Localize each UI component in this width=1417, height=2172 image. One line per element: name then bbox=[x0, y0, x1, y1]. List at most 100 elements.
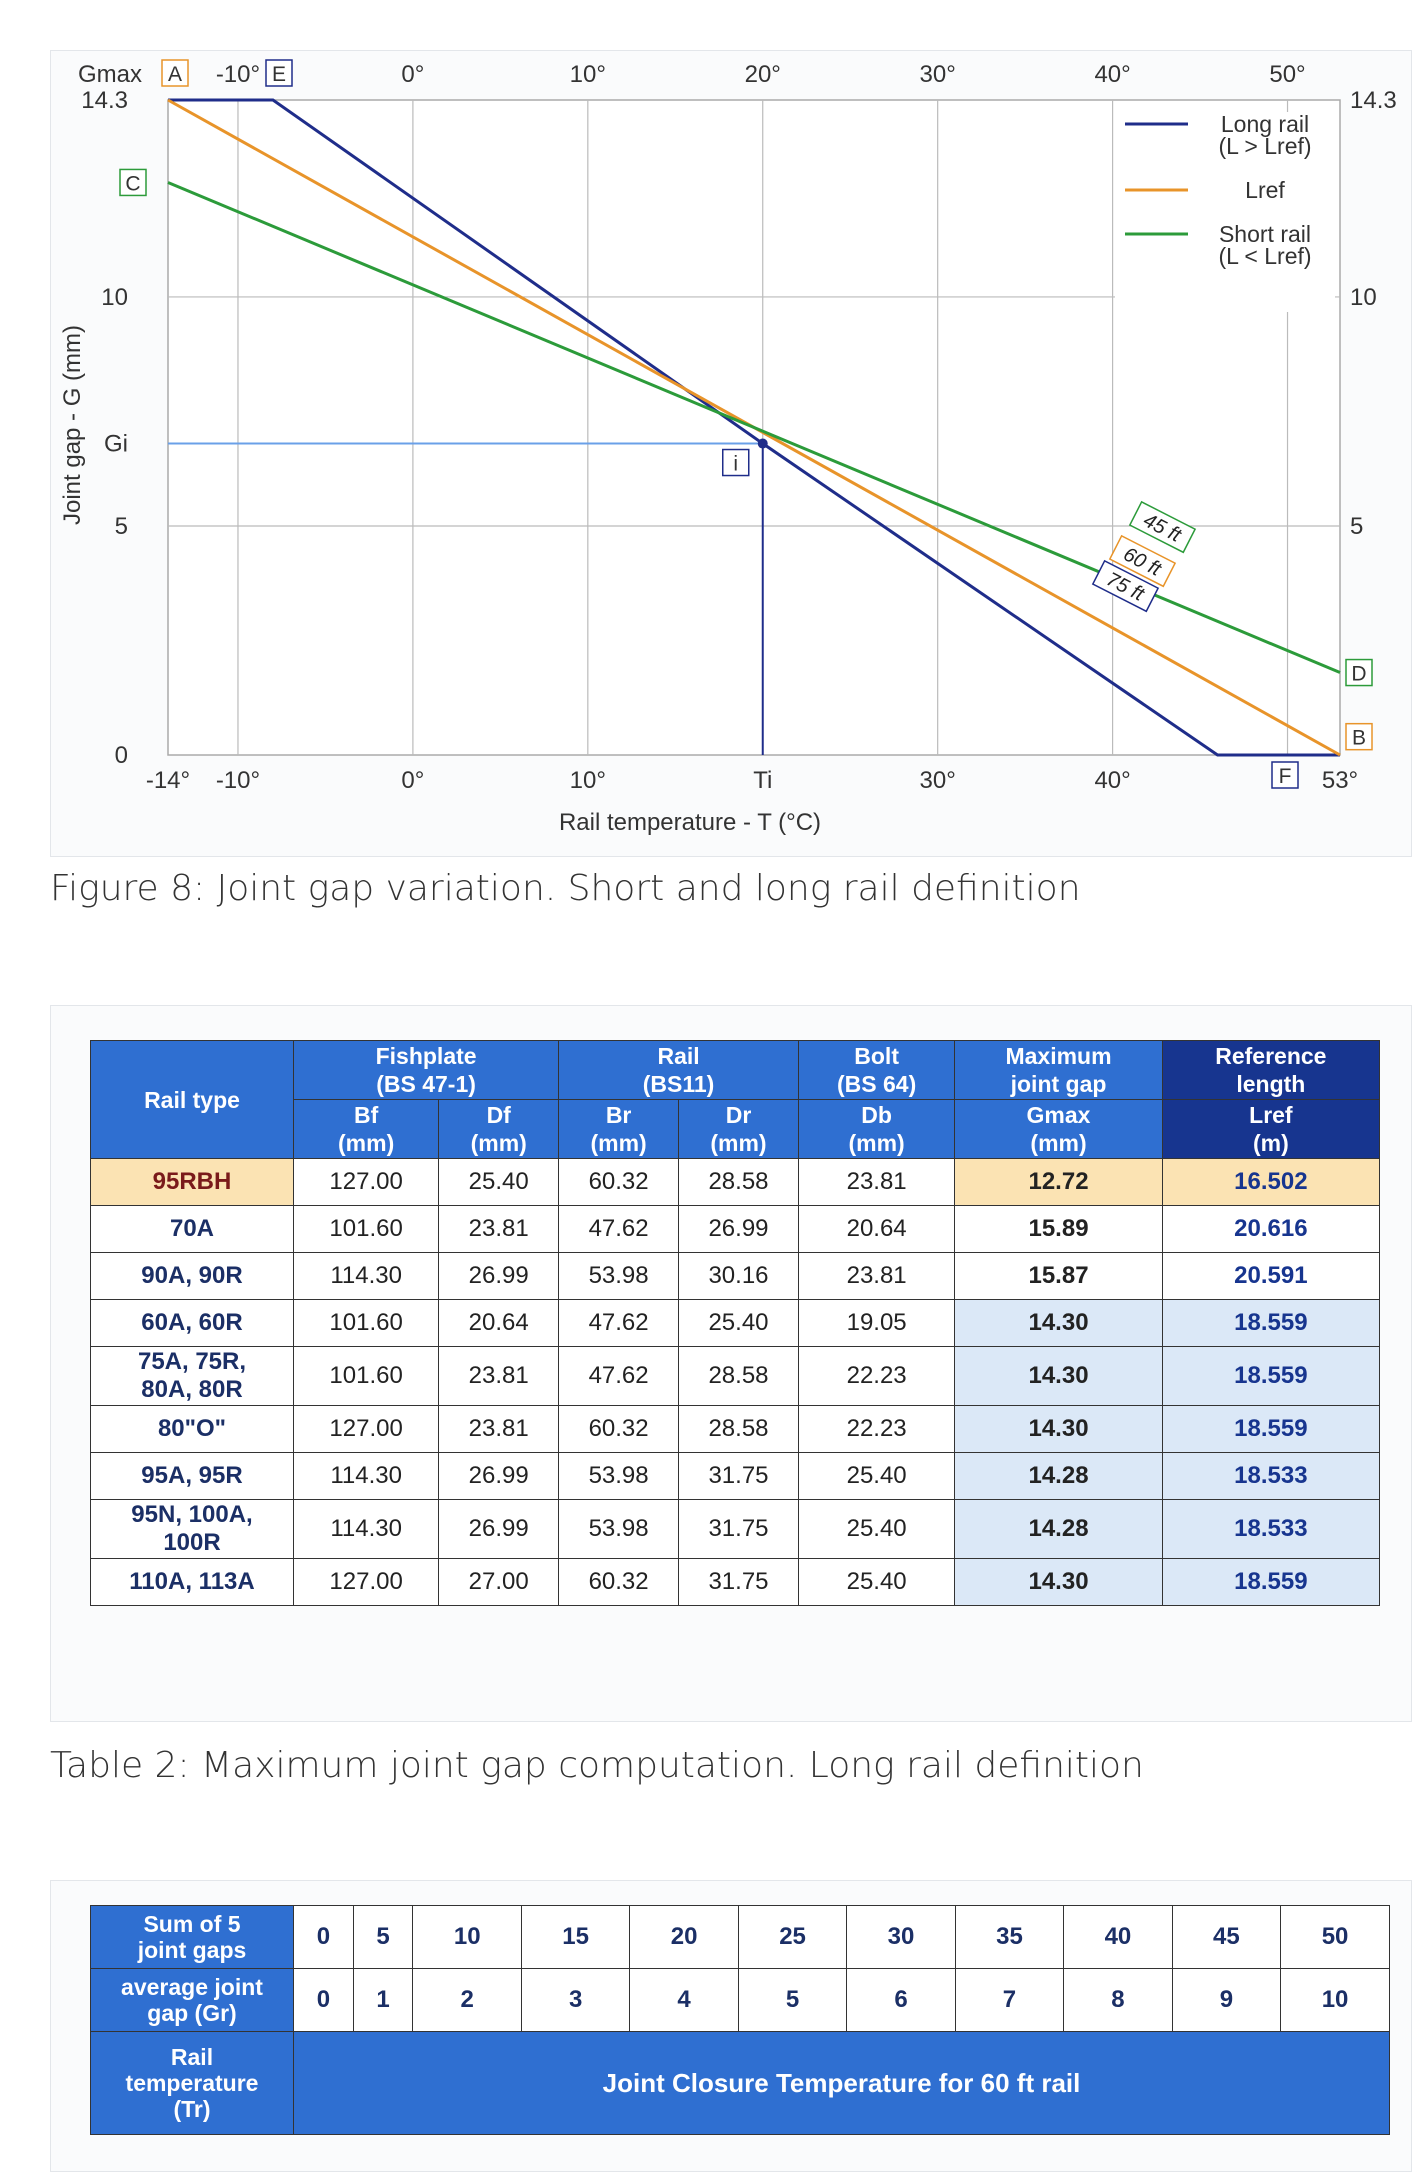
tick-label-bottom: 0° bbox=[401, 767, 424, 794]
y-axis-title: Joint gap - G (mm) bbox=[59, 325, 86, 525]
sum-value: 40 bbox=[1063, 1905, 1173, 1969]
cell-bf: 101.60 bbox=[292, 1205, 440, 1253]
table-row: 95N, 100A, 100R 114.30 26.99 53.98 31.75 25.40… bbox=[90, 1499, 1381, 1559]
cell-type: 75A, 75R, 80A, 80R bbox=[90, 1346, 294, 1406]
avg-value: 1 bbox=[352, 1968, 414, 2032]
header-gmax: Gmax (mm) bbox=[954, 1099, 1163, 1159]
cell-lref: 18.533 bbox=[1161, 1452, 1381, 1500]
cell-lref: 18.559 bbox=[1161, 1346, 1381, 1406]
point-label-e: E bbox=[272, 63, 286, 86]
table-row: 80"O" 127.00 23.81 60.32 28.58 22.23 14.30 18.5… bbox=[90, 1405, 1381, 1453]
cell-type: 95RBH bbox=[90, 1158, 294, 1206]
tick-label-left: 10 bbox=[101, 284, 128, 311]
cell-br: 47.62 bbox=[558, 1205, 680, 1253]
cell-bf: 127.00 bbox=[292, 1405, 440, 1453]
cell-gmax: 14.30 bbox=[954, 1558, 1163, 1606]
tick-label-left: 5 bbox=[115, 513, 128, 540]
joint-closure-table: Sum of 5 joint gaps 0 5 10 15 20 25 30 35 40 45 50 a… bbox=[90, 1905, 1390, 2135]
intersection-point bbox=[757, 438, 768, 449]
avg-value: 0 bbox=[293, 1968, 354, 2032]
sum-value: 50 bbox=[1280, 1905, 1390, 1969]
cell-type: 95N, 100A, 100R bbox=[90, 1499, 294, 1559]
cell-lref: 20.616 bbox=[1161, 1205, 1381, 1253]
cell-br: 53.98 bbox=[558, 1499, 680, 1559]
cell-dr: 31.75 bbox=[678, 1499, 799, 1559]
header-dr: Dr (mm) bbox=[678, 1099, 799, 1159]
point-label-i-box bbox=[721, 448, 750, 477]
legend-label: (L > Lref) bbox=[1218, 133, 1311, 159]
table-row: 95A, 95R 114.30 26.99 53.98 31.75 25.40 14.28 1… bbox=[90, 1452, 1381, 1500]
tick-label-bottom: -14° bbox=[146, 767, 190, 794]
joint-gap-chart: -10° 0° 10° 20° 30° 40° 50° -14° -10° 0° 10° Ti 30° 4… bbox=[59, 59, 1397, 836]
cell-df: 20.64 bbox=[438, 1299, 560, 1347]
legend-label: Long rail bbox=[1221, 111, 1309, 137]
sum-value: 20 bbox=[629, 1905, 739, 1969]
cell-db: 23.81 bbox=[797, 1158, 956, 1206]
legend-label: Lref bbox=[1245, 177, 1285, 203]
sum-value: 5 bbox=[352, 1905, 414, 1969]
header-rail-type: Rail type bbox=[90, 1040, 294, 1159]
cell-dr: 28.58 bbox=[678, 1405, 799, 1453]
cell-dr: 31.75 bbox=[678, 1558, 799, 1606]
cell-br: 60.32 bbox=[558, 1158, 680, 1206]
point-label-b: B bbox=[1352, 727, 1366, 750]
avg-value: 5 bbox=[737, 1968, 848, 2032]
max-joint-gap-table: Rail type Fishplate (BS 47-1) Rail (BS11) … bbox=[90, 1040, 1381, 1606]
table-caption: Table 2: Maximum joint gap computation. … bbox=[50, 1745, 1144, 1786]
sum-value: 0 bbox=[293, 1905, 354, 1969]
cell-bf: 127.00 bbox=[292, 1158, 440, 1206]
length-tag-box bbox=[1128, 500, 1197, 554]
point-label-f-box bbox=[1271, 761, 1299, 789]
header-ref-length: Reference length bbox=[1161, 1040, 1381, 1100]
sum-value: 35 bbox=[954, 1905, 1065, 1969]
cell-df: 27.00 bbox=[438, 1558, 560, 1606]
header-db: Db (mm) bbox=[797, 1099, 956, 1159]
cell-gmax: 15.87 bbox=[954, 1252, 1163, 1300]
sum-value: 30 bbox=[846, 1905, 956, 1969]
avg-value: 9 bbox=[1171, 1968, 1282, 2032]
point-label-c-box bbox=[119, 168, 147, 197]
tick-label-top: 40° bbox=[1094, 61, 1130, 88]
cell-db: 22.23 bbox=[797, 1346, 956, 1406]
x-axis-title: Rail temperature - T (°C) bbox=[559, 809, 821, 836]
cell-dr: 31.75 bbox=[678, 1452, 799, 1500]
cell-df: 26.99 bbox=[438, 1499, 560, 1559]
tick-label-right: 10 bbox=[1350, 284, 1377, 311]
point-label-c: C bbox=[125, 172, 140, 195]
header-rail: Rail (BS11) bbox=[558, 1040, 799, 1100]
cell-gmax: 15.89 bbox=[954, 1205, 1163, 1253]
tick-label-bottom: -10° bbox=[216, 767, 260, 794]
table-row: 75A, 75R, 80A, 80R 101.60 23.81 47.62 28.58 22… bbox=[90, 1346, 1381, 1406]
point-label-a-box bbox=[161, 59, 189, 87]
tick-label-right: 5 bbox=[1350, 513, 1363, 540]
cell-bf: 114.30 bbox=[292, 1499, 440, 1559]
cell-db: 25.40 bbox=[797, 1499, 956, 1559]
tick-label-top: -10° bbox=[216, 61, 260, 88]
cell-type: 90A, 90R bbox=[90, 1252, 294, 1300]
avg-value: 3 bbox=[520, 1968, 631, 2032]
tick-label-bottom: Ti bbox=[753, 767, 772, 794]
cell-br: 53.98 bbox=[558, 1452, 680, 1500]
cell-df: 25.40 bbox=[438, 1158, 560, 1206]
figure-caption: Figure 8: Joint gap variation. Short and… bbox=[50, 868, 1081, 909]
cell-bf: 114.30 bbox=[292, 1252, 440, 1300]
tick-label-top: 50° bbox=[1269, 61, 1305, 88]
cell-lref: 18.559 bbox=[1161, 1558, 1381, 1606]
cell-br: 53.98 bbox=[558, 1252, 680, 1300]
point-label-d-box bbox=[1345, 658, 1373, 687]
sum-gaps-label: Sum of 5 joint gaps bbox=[90, 1905, 294, 1969]
legend-box bbox=[1115, 112, 1335, 312]
avg-gap-label: average joint gap (Gr) bbox=[90, 1968, 294, 2032]
tick-label-bottom: 53° bbox=[1322, 767, 1358, 794]
cell-df: 23.81 bbox=[438, 1346, 560, 1406]
gmax-label: Gmax bbox=[78, 61, 142, 88]
table-row: 90A, 90R 114.30 26.99 53.98 30.16 23.81 15.87 2… bbox=[90, 1252, 1381, 1300]
tick-label-top: 10° bbox=[570, 61, 606, 88]
tick-label-right: 14.3 bbox=[1350, 87, 1397, 114]
length-tag-box bbox=[1091, 559, 1160, 613]
cell-gmax: 14.30 bbox=[954, 1405, 1163, 1453]
cell-bf: 101.60 bbox=[292, 1346, 440, 1406]
cell-gmax: 12.72 bbox=[954, 1158, 1163, 1206]
cell-br: 47.62 bbox=[558, 1346, 680, 1406]
length-tag-box bbox=[1108, 534, 1177, 588]
